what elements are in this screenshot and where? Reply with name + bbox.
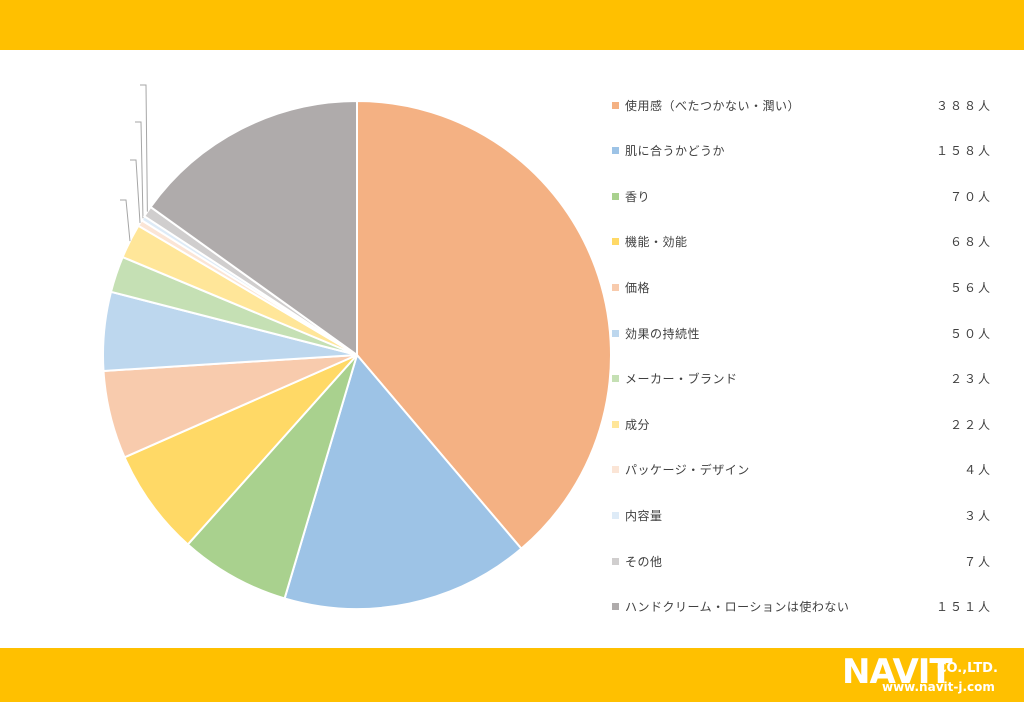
legend-swatch <box>612 375 619 383</box>
legend-count: ７０人 <box>949 189 992 204</box>
legend-swatch <box>612 147 619 155</box>
leader-line <box>120 199 131 242</box>
legend-swatch <box>612 101 619 109</box>
leader-line <box>140 84 148 212</box>
legend-swatch <box>612 283 619 291</box>
legend-label: その他 <box>625 554 663 569</box>
legend-label: 肌に合うかどうか <box>625 144 726 159</box>
legend-swatch <box>612 557 619 565</box>
legend-count: ４人 <box>963 463 992 478</box>
legend-item: 効果の持続性 ５０人 <box>612 323 992 343</box>
legend-count: ２２人 <box>949 417 992 432</box>
legend-count: ７人 <box>963 554 992 569</box>
leader-line <box>135 121 144 219</box>
bottom-banner <box>0 648 1024 702</box>
legend-count: ３人 <box>963 508 992 523</box>
legend-item: その他 ７人 <box>612 551 992 571</box>
legend-item: メーカー・ブランド ２３人 <box>612 369 992 389</box>
logo-url: www.navit-j.com <box>882 680 995 694</box>
navit-logo: NAVIT CO.,LTD. www.navit-j.com <box>842 652 1018 698</box>
legend-item: 機能・効能 ６８人 <box>612 232 992 252</box>
pie-slice <box>123 354 358 546</box>
legend-swatch <box>612 238 619 246</box>
legend-item: 使用感（べたつかない・潤い） ３８８人 <box>612 95 992 115</box>
logo-suffix: CO.,LTD. <box>937 661 998 676</box>
legend-label: パッケージ・デザイン <box>625 463 750 478</box>
logo-name: NAVIT <box>842 652 953 692</box>
legend-count: ５６人 <box>949 280 992 295</box>
top-banner <box>0 0 1024 50</box>
legend-label: 価格 <box>625 280 651 295</box>
legend-item: 香り ７０人 <box>612 186 992 206</box>
legend-swatch <box>612 192 619 200</box>
pie-slice <box>283 352 523 610</box>
legend-item: 内容量 ３人 <box>612 505 992 525</box>
pie-slice <box>149 99 358 357</box>
legend-count: ３８８人 <box>935 98 992 113</box>
pie-slice <box>186 354 358 600</box>
legend-swatch <box>612 329 619 337</box>
legend-label: メーカー・ブランド <box>625 372 738 387</box>
legend-swatch <box>612 420 619 428</box>
legend-swatch <box>612 511 619 519</box>
legend-label: 効果の持続性 <box>625 326 701 341</box>
legend-item: 成分 ２２人 <box>612 414 992 434</box>
legend-label: 香り <box>625 189 651 204</box>
legend-item: 価格 ５６人 <box>612 277 992 297</box>
legend-swatch <box>612 603 619 611</box>
legend-count: １５８人 <box>935 144 992 159</box>
legend-item: パッケージ・デザイン ４人 <box>612 460 992 480</box>
legend-count: ５０人 <box>949 326 992 341</box>
legend-label: 成分 <box>625 417 651 432</box>
legend-count: ６８人 <box>949 235 992 250</box>
legend-item: 肌に合うかどうか １５８人 <box>612 141 992 161</box>
legend-count: ２３人 <box>949 372 992 387</box>
legend-label: 内容量 <box>625 508 663 523</box>
legend-item: ハンドクリーム・ローションは使わない １５１人 <box>612 597 992 617</box>
legend-count: １５１人 <box>935 600 992 615</box>
legend-swatch <box>612 466 619 474</box>
legend-label: ハンドクリーム・ローションは使わない <box>625 600 850 615</box>
pie-slice <box>356 99 612 551</box>
legend-label: 機能・効能 <box>625 235 688 250</box>
legend-label: 使用感（べたつかない・潤い） <box>625 98 801 113</box>
leader-line <box>130 159 141 223</box>
